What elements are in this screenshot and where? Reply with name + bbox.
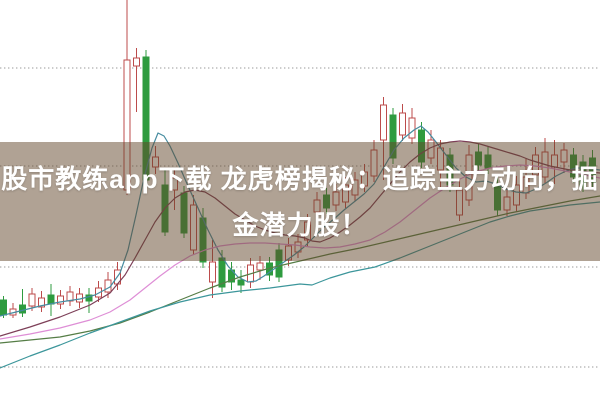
candle-body-up [408, 117, 416, 139]
promo-banner: 股市教练app下载 龙虎榜揭秘：追踪主力动向，掘 金潜力股！ [0, 142, 600, 261]
candle-body-down [19, 304, 26, 314]
candle-body-down [237, 279, 245, 286]
candle-body-up [28, 293, 36, 307]
candle-body-down [47, 294, 55, 305]
candle-body-down [0, 299, 7, 316]
candle-body-up [256, 262, 264, 271]
promo-text-line2: 金潜力股！ [232, 209, 368, 240]
candle-body-up [57, 295, 64, 305]
promo-text-line1: 股市教练app下载 龙虎榜揭秘：追踪主力动向，掘 [1, 163, 599, 194]
candle-body-up [133, 57, 140, 67]
candle-body-up [380, 104, 387, 141]
candle-body-up [209, 261, 216, 283]
candle-body-up [399, 112, 406, 136]
candle-body-up [38, 297, 45, 308]
